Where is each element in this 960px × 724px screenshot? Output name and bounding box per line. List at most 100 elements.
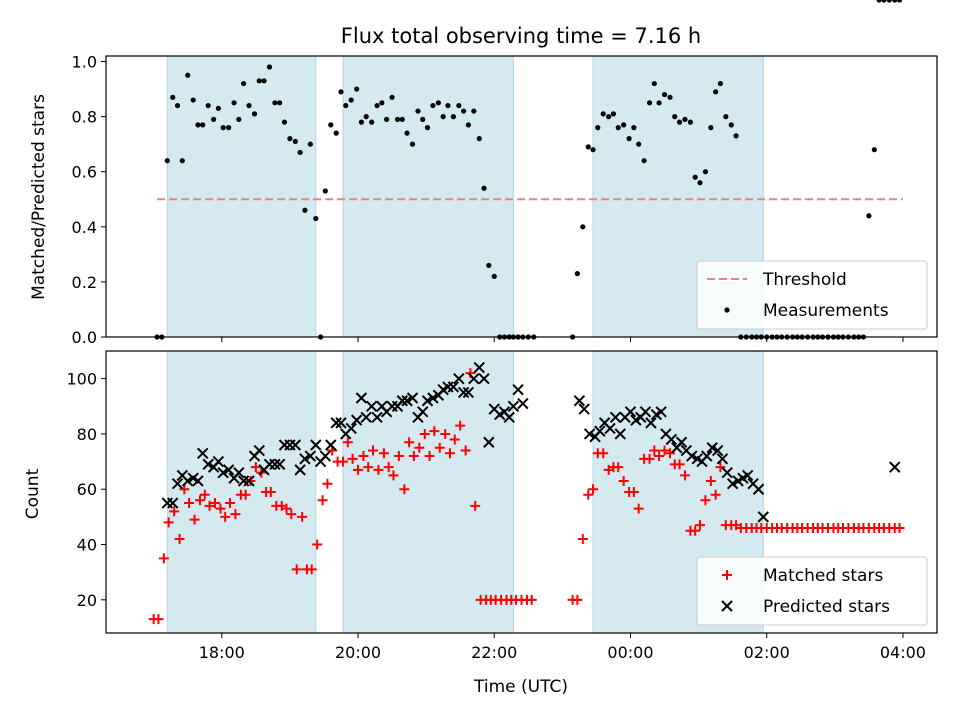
data-point xyxy=(286,509,297,520)
data-point xyxy=(195,122,201,128)
legend-box xyxy=(696,260,928,330)
data-point xyxy=(641,158,647,164)
data-point xyxy=(348,97,354,103)
data-point xyxy=(595,125,601,131)
data-point xyxy=(189,514,200,525)
data-point xyxy=(631,125,637,131)
data-point xyxy=(205,102,211,109)
data-point xyxy=(319,450,332,462)
data-point xyxy=(272,100,278,106)
data-point xyxy=(163,517,174,528)
data-point xyxy=(507,400,520,413)
data-point xyxy=(700,495,711,506)
data-point xyxy=(876,0,882,3)
data-point xyxy=(404,437,415,448)
data-point xyxy=(626,136,632,142)
data-point xyxy=(461,108,467,114)
data-point xyxy=(281,119,288,125)
y-tick-label: 1.0 xyxy=(72,53,97,72)
data-point xyxy=(682,116,688,122)
y-tick-label: 100 xyxy=(66,370,97,389)
data-point xyxy=(449,434,460,445)
data-point xyxy=(185,72,191,78)
data-point xyxy=(471,108,477,114)
data-point xyxy=(304,450,317,462)
data-point xyxy=(363,114,369,120)
data-point xyxy=(190,97,196,103)
axes-frame xyxy=(105,55,938,338)
data-point xyxy=(307,141,313,147)
data-point xyxy=(892,0,898,3)
x-tick-label: 00:00 xyxy=(607,643,653,662)
data-point xyxy=(481,185,487,191)
data-point xyxy=(415,108,421,114)
data-point xyxy=(470,500,481,511)
data-point xyxy=(230,509,241,520)
data-point xyxy=(325,439,337,451)
data-point xyxy=(604,422,616,435)
data-point xyxy=(358,451,369,462)
data-point xyxy=(250,462,261,473)
y-tick-label: 0.2 xyxy=(72,273,97,292)
data-point xyxy=(721,466,733,479)
data-point xyxy=(430,102,436,109)
data-point xyxy=(462,386,475,399)
data-point xyxy=(633,503,644,514)
data-point xyxy=(710,489,721,500)
y-tick-label: 40 xyxy=(77,536,97,555)
data-point xyxy=(716,453,729,465)
data-point xyxy=(179,158,185,164)
data-point xyxy=(335,417,347,429)
data-point xyxy=(383,462,394,473)
y-tick-label: 0.6 xyxy=(72,163,97,182)
data-point xyxy=(590,147,596,153)
data-point xyxy=(692,174,698,180)
x-tick-label: 20:00 xyxy=(335,643,381,662)
data-point xyxy=(610,111,617,117)
x-tick-label: 04:00 xyxy=(880,643,926,662)
data-point xyxy=(297,149,303,156)
data-point xyxy=(215,503,226,514)
data-point xyxy=(338,89,344,95)
data-point xyxy=(715,462,726,473)
data-point xyxy=(618,475,629,486)
data-point xyxy=(358,119,365,125)
data-point xyxy=(184,498,195,509)
data-point xyxy=(322,478,333,489)
data-point xyxy=(256,78,262,84)
data-point xyxy=(378,448,389,459)
data-point xyxy=(444,448,455,459)
data-point xyxy=(600,111,606,117)
data-point xyxy=(478,372,490,385)
data-point xyxy=(297,511,308,522)
data-point xyxy=(886,0,892,3)
data-point xyxy=(233,466,245,479)
data-point xyxy=(894,522,905,533)
data-point xyxy=(429,426,440,437)
data-point xyxy=(328,122,334,128)
data-point xyxy=(287,136,293,142)
data-point xyxy=(687,119,694,125)
data-point xyxy=(374,102,380,109)
data-point xyxy=(236,116,242,122)
data-point xyxy=(491,273,497,279)
data-point xyxy=(273,458,286,471)
data-point xyxy=(204,500,215,511)
data-point xyxy=(512,383,524,396)
data-point xyxy=(672,114,678,120)
legend-label: Measurements xyxy=(763,301,889,321)
data-point xyxy=(741,469,754,482)
x-tick-label: 02:00 xyxy=(744,643,790,662)
data-point xyxy=(434,442,445,453)
data-point xyxy=(476,136,482,142)
data-point xyxy=(573,395,586,407)
data-point xyxy=(427,392,439,404)
data-point xyxy=(164,158,170,164)
data-point xyxy=(174,102,181,109)
data-point xyxy=(338,456,349,467)
data-point xyxy=(697,180,703,186)
data-point xyxy=(585,144,591,150)
data-point xyxy=(419,428,430,439)
data-point xyxy=(360,411,372,424)
